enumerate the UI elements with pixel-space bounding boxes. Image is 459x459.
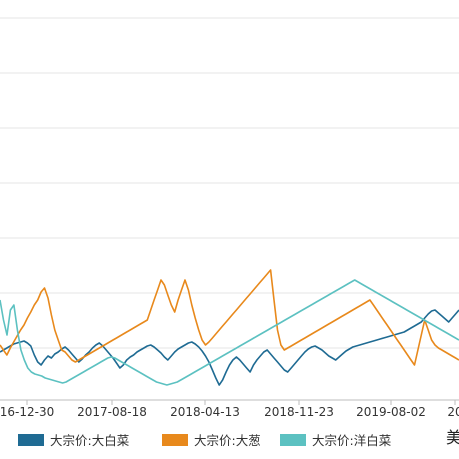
legend-swatch [280, 434, 306, 446]
series-line-0 [0, 309, 459, 386]
series-line-2 [0, 279, 459, 386]
x-axis: 16-12-30 2017-08-18 2018-04-13 2018-11-23 20… [0, 399, 459, 419]
x-tick-label: 2017-08-18 [77, 405, 147, 419]
x-tick-label: 16-12-30 [0, 405, 54, 419]
gridlines [0, 17, 459, 349]
x-tick-label: 2018-04-13 [170, 405, 240, 419]
series-line-1 [0, 269, 459, 366]
corner-text: 美 [446, 428, 459, 447]
x-tick-label: 2019-08-02 [356, 405, 426, 419]
legend-swatch [162, 434, 188, 446]
series-lines [0, 269, 459, 386]
legend-label: 大宗价:大白菜 [50, 433, 130, 448]
legend-label: 大宗价:大葱 [194, 433, 261, 448]
x-tick-label: 2018-11-23 [264, 405, 334, 419]
legend-swatch [18, 434, 44, 446]
legend: 大宗价:大白菜 大宗价:大葱 大宗价:洋白菜 [18, 433, 392, 448]
x-tick-label: 20 [447, 405, 459, 419]
legend-label: 大宗价:洋白菜 [312, 433, 392, 448]
